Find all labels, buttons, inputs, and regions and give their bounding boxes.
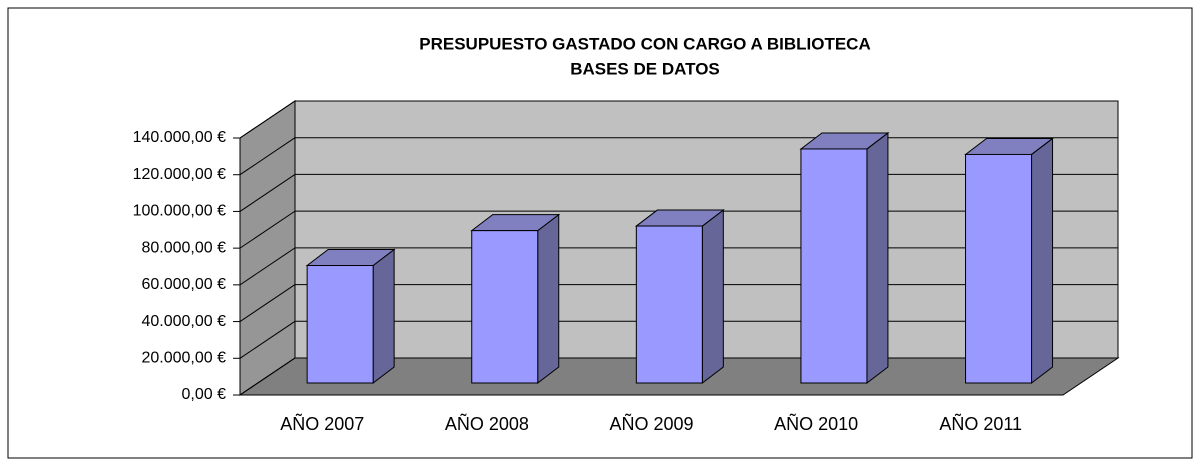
grid-line	[239, 137, 296, 176]
y-tick-label: 140.000,00 €	[133, 129, 227, 146]
chart-subtitle: BASES DE DATOS	[570, 59, 720, 78]
x-tick-label: AÑO 2010	[774, 413, 858, 434]
bar-side	[372, 248, 395, 385]
bar-side	[1031, 137, 1054, 385]
bar	[965, 153, 1033, 384]
grid-line	[239, 247, 296, 286]
grid-line	[239, 100, 296, 139]
grid-line	[239, 284, 296, 322]
x-tick-label: AÑO 2011	[939, 413, 1022, 434]
bar-side	[866, 131, 889, 385]
bar	[471, 230, 539, 384]
grid-line	[239, 210, 296, 249]
y-tick-label: 120.000,00 €	[133, 166, 227, 183]
y-tick-label: 80.000,00 €	[141, 239, 226, 256]
chart-title: PRESUPUESTO GASTADO CON CARGO A BIBLIOTE…	[419, 34, 870, 53]
y-tick-label: 0,00 €	[182, 386, 227, 403]
x-tick-label: AÑO 2007	[280, 413, 364, 434]
y-tick-label: 40.000,00 €	[141, 313, 226, 330]
grid-line	[239, 357, 296, 396]
bar	[306, 265, 374, 384]
bar	[800, 148, 868, 384]
x-tick-label: AÑO 2008	[445, 413, 529, 434]
grid-line	[239, 320, 296, 359]
bar	[635, 225, 703, 384]
bar-side	[537, 213, 560, 385]
y-tick-label: 20.000,00 €	[141, 350, 226, 367]
y-tick-label: 100.000,00 €	[133, 203, 227, 220]
bar-side	[701, 209, 724, 385]
y-tick-label: 60.000,00 €	[141, 276, 226, 293]
side-wall	[239, 100, 296, 396]
x-tick-label: AÑO 2009	[609, 413, 693, 434]
grid-line	[239, 174, 296, 212]
